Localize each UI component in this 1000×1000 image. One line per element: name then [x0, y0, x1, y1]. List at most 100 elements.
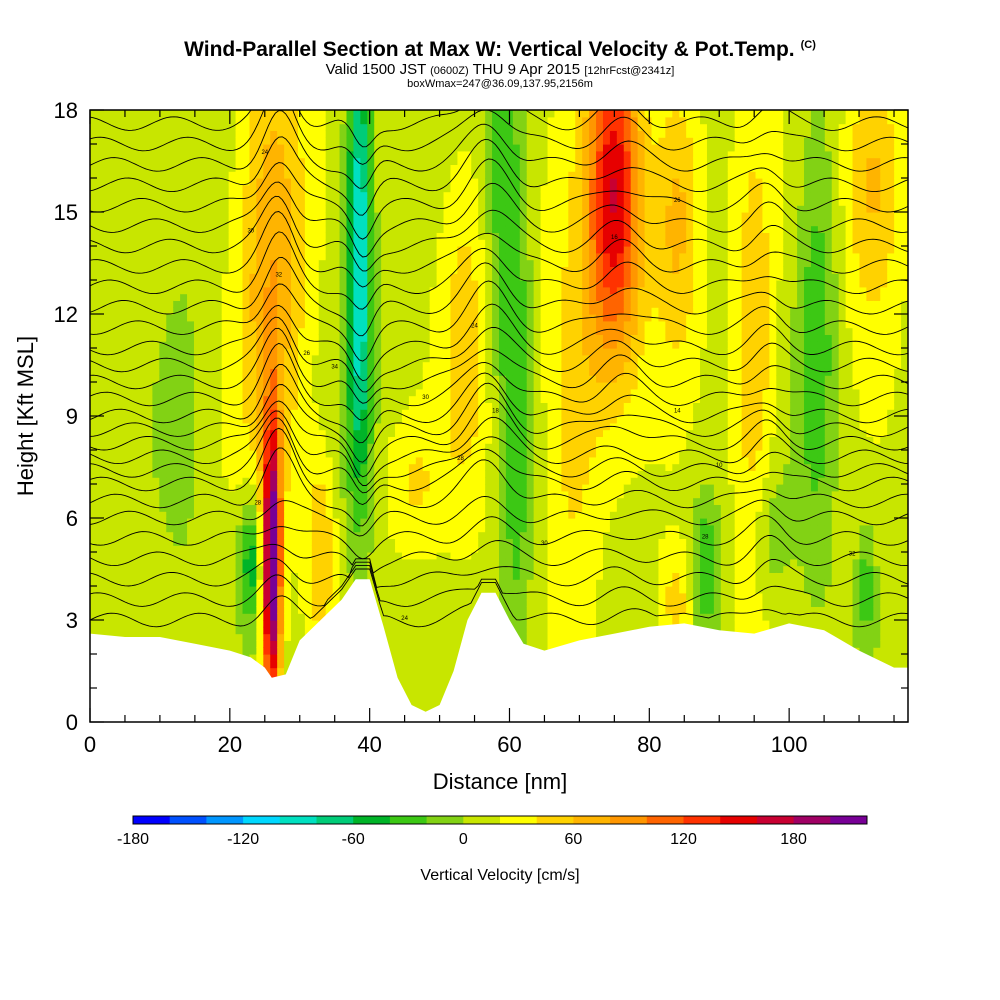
heatmap-cell	[256, 640, 264, 648]
heatmap-cell	[200, 218, 209, 227]
heatmap-cell	[291, 212, 299, 220]
heatmap-cell	[124, 552, 133, 560]
heatmap-cell	[464, 484, 472, 492]
heatmap-cell	[436, 348, 445, 356]
heatmap-cell	[422, 300, 431, 308]
heatmap-cell	[367, 150, 375, 159]
heatmap-cell	[284, 259, 292, 267]
heatmap-cell	[422, 633, 431, 641]
heatmap-cell	[263, 436, 271, 444]
heatmap-cell	[124, 565, 133, 573]
heatmap-cell	[256, 626, 264, 635]
heatmap-cell	[263, 252, 271, 261]
heatmap-cell	[173, 538, 181, 546]
heatmap-cell	[388, 212, 396, 220]
heatmap-cell	[193, 218, 202, 227]
heatmap-cell	[443, 280, 452, 288]
heatmap-cell	[221, 592, 230, 601]
heatmap-cell	[464, 429, 472, 437]
heatmap-cell	[228, 606, 237, 614]
heatmap-cell	[221, 157, 230, 165]
heatmap-cell	[138, 239, 147, 247]
heatmap-cell	[117, 225, 126, 233]
heatmap-cell	[429, 184, 438, 193]
heatmap-cell	[318, 552, 327, 560]
heatmap-cell	[381, 307, 389, 315]
heatmap-cell	[422, 545, 431, 553]
heatmap-cell	[367, 252, 375, 261]
heatmap-cell	[339, 545, 348, 553]
heatmap-cell	[96, 334, 105, 342]
heatmap-cell	[318, 286, 327, 295]
heatmap-cell	[242, 579, 251, 587]
heatmap-cell	[450, 497, 458, 505]
heatmap-cell	[145, 572, 153, 580]
heatmap-cell	[408, 164, 417, 172]
heatmap-cell	[291, 382, 299, 390]
heatmap-cell	[103, 511, 112, 519]
heatmap-cell	[443, 626, 452, 635]
heatmap-cell	[422, 320, 431, 329]
heatmap-cell	[291, 123, 299, 131]
heatmap-cell	[96, 232, 105, 240]
heatmap-cell	[110, 130, 119, 138]
heatmap-cell	[464, 450, 472, 458]
heatmap-cell	[401, 110, 410, 118]
heatmap-cell	[339, 409, 348, 417]
heatmap-cell	[339, 205, 348, 213]
heatmap-cell	[443, 130, 452, 138]
heatmap-cell	[131, 422, 140, 431]
heatmap-cell	[353, 286, 361, 295]
heatmap-cell	[110, 212, 119, 220]
heatmap-cell	[291, 572, 299, 580]
heatmap-cell	[395, 599, 403, 607]
heatmap-cell	[429, 552, 438, 560]
heatmap-cell	[263, 157, 271, 165]
heatmap-cell	[235, 218, 244, 227]
heatmap-cell	[401, 382, 410, 390]
heatmap-cell	[180, 286, 188, 295]
heatmap-cell	[415, 266, 424, 274]
heatmap-cell	[96, 205, 105, 213]
heatmap-cell	[381, 320, 389, 329]
heatmap-cell	[457, 137, 465, 145]
heatmap-cell	[124, 429, 133, 437]
heatmap-cell	[193, 273, 202, 281]
heatmap-cell	[304, 144, 313, 152]
heatmap-cell	[193, 524, 202, 533]
heatmap-cell	[388, 586, 396, 594]
heatmap-cell	[443, 375, 452, 383]
heatmap-cell	[277, 552, 285, 560]
heatmap-cell	[436, 150, 445, 159]
heatmap-cell	[242, 191, 251, 199]
heatmap-cell	[339, 497, 348, 505]
heatmap-cell	[159, 137, 167, 145]
heatmap-cell	[193, 334, 202, 342]
heatmap-cell	[457, 171, 465, 179]
heatmap-cell	[346, 110, 355, 118]
heatmap-cell	[284, 225, 292, 233]
heatmap-cell	[443, 477, 452, 485]
heatmap-cell	[187, 334, 195, 342]
heatmap-cell	[318, 137, 327, 145]
heatmap-cell	[415, 320, 424, 329]
heatmap-cell	[318, 422, 327, 431]
heatmap-cell	[180, 300, 188, 308]
heatmap-cell	[284, 626, 292, 635]
heatmap-cell	[152, 565, 160, 573]
heatmap-cell	[471, 545, 479, 553]
heatmap-cell	[180, 123, 188, 131]
heatmap-cell	[193, 409, 202, 417]
heatmap-cell	[277, 402, 285, 410]
heatmap-cell	[443, 123, 452, 131]
heatmap-cell	[297, 463, 306, 471]
heatmap-cell	[180, 212, 188, 220]
heatmap-cell	[401, 273, 410, 281]
heatmap-cell	[214, 320, 223, 329]
heatmap-cell	[464, 497, 472, 505]
heatmap-cell	[187, 286, 195, 295]
valid-time: Valid 1500 JST	[325, 61, 426, 78]
heatmap-cell	[429, 293, 438, 301]
heatmap-cell	[318, 531, 327, 539]
